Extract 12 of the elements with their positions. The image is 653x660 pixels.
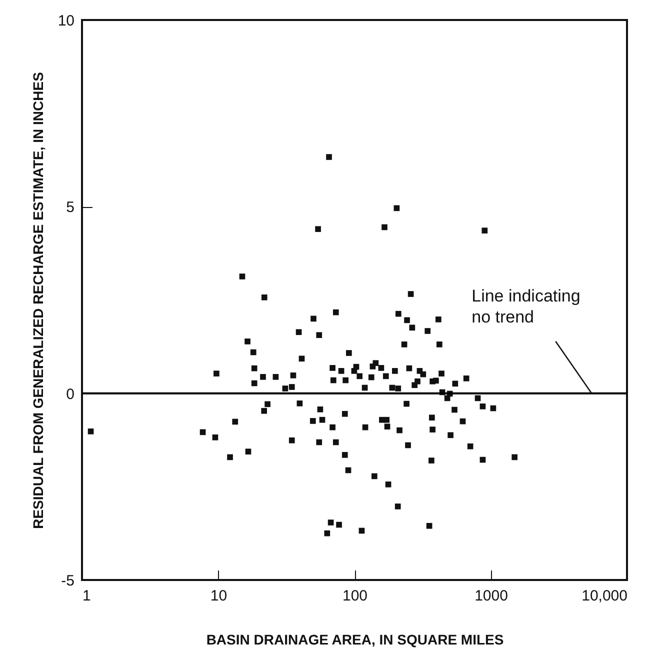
annotation: Line indicating no trend — [472, 286, 580, 326]
x-tick-label: 10,000 — [582, 588, 628, 604]
x-tick-label: 1000 — [474, 588, 508, 604]
x-tick-label: 10 — [210, 588, 228, 604]
y-tick-label: 0 — [66, 386, 74, 403]
x-tick-label: 100 — [342, 588, 368, 604]
y-tick-label: 5 — [66, 199, 74, 216]
y-axis-title: RESIDUAL FROM GENERALIZED RECHARGE ESTIMATE, IN INCHES — [30, 72, 46, 529]
x-tick-label: 1 — [82, 588, 91, 604]
x-axis-title: BASIN DRAINAGE AREA, IN SQUARE MILES — [206, 632, 504, 648]
y-tick-label: -5 — [61, 572, 74, 590]
y-tick-label: 10 — [58, 12, 74, 30]
